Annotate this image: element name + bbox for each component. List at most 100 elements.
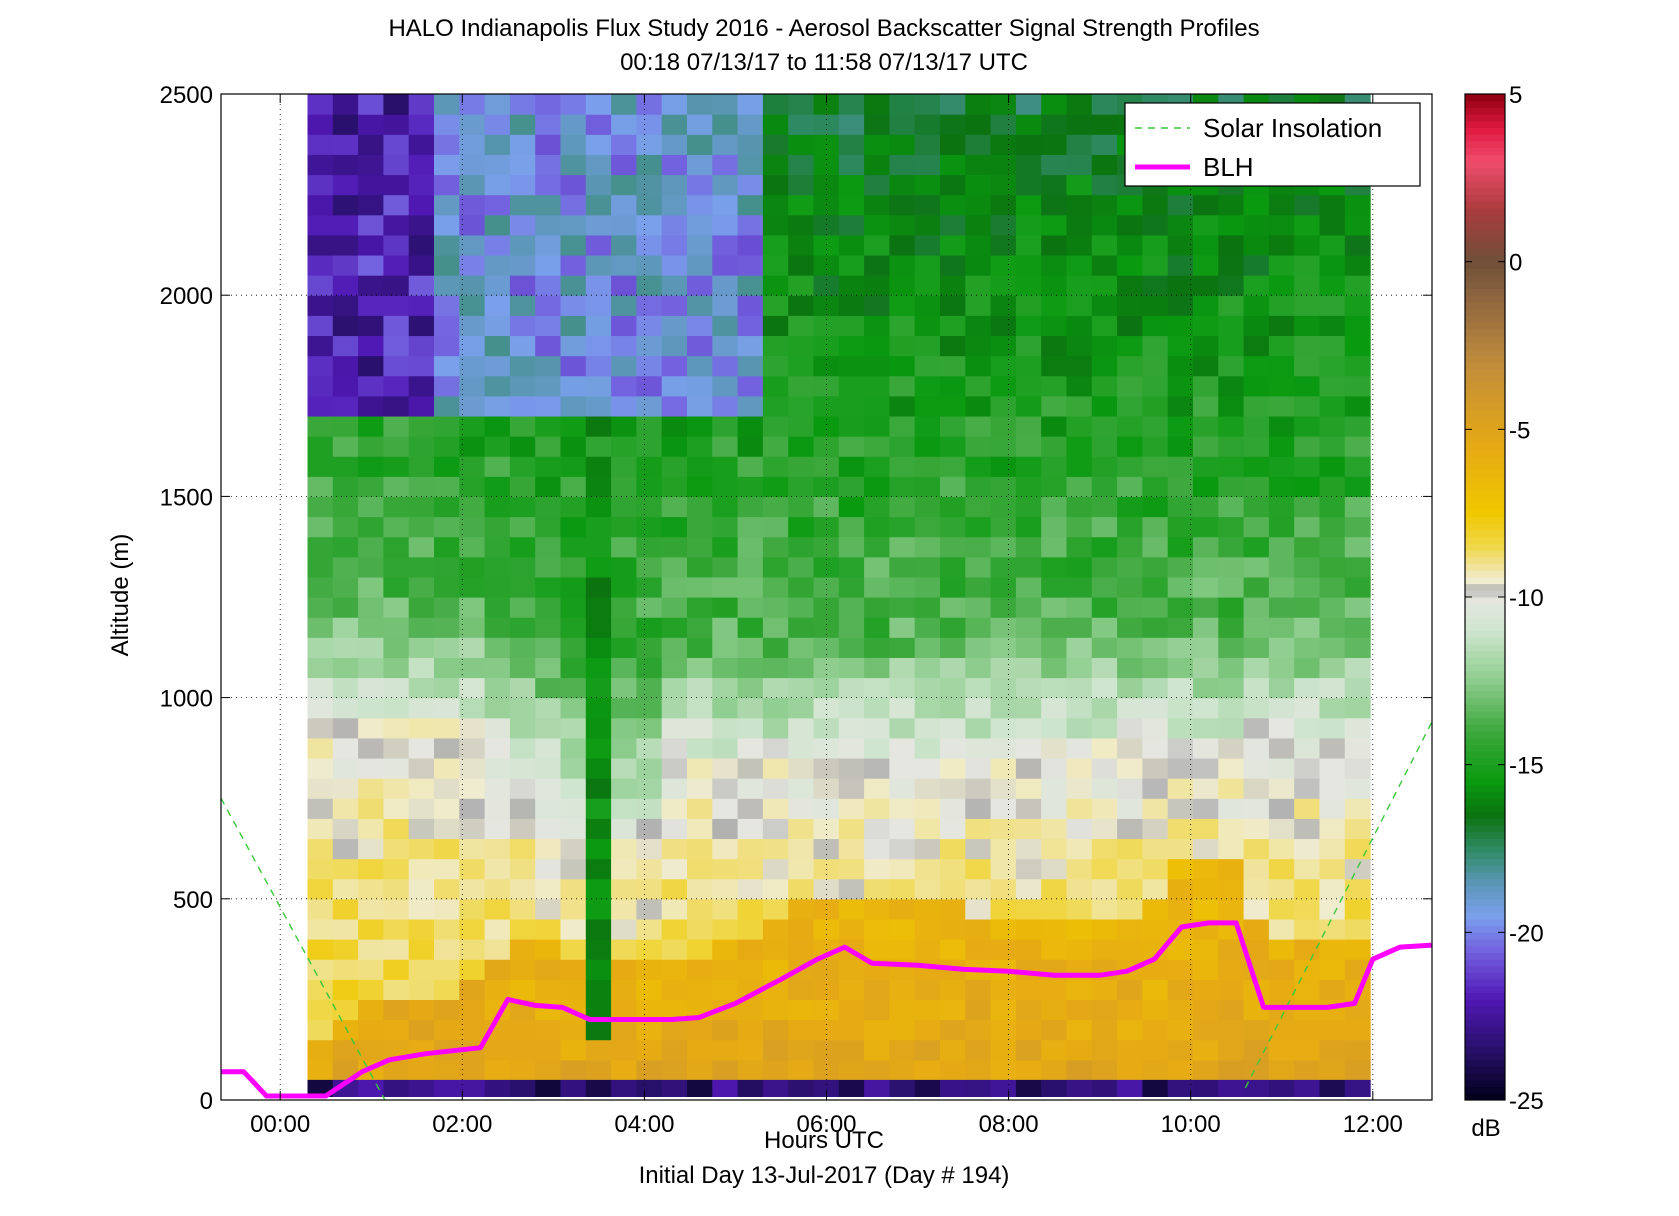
heatmap-cell [737, 114, 764, 135]
heatmap-cell [737, 355, 764, 377]
heatmap-cell [560, 757, 587, 779]
heatmap-cell [535, 818, 562, 840]
heatmap-cell [383, 375, 410, 397]
heatmap-cell [1192, 194, 1219, 216]
heatmap-cell [484, 194, 511, 216]
colorbar-segment [1465, 315, 1505, 323]
colorbar-segment [1465, 382, 1505, 390]
colorbar-segment [1465, 684, 1505, 692]
heatmap-cell [1268, 315, 1295, 337]
heatmap-cell [1015, 798, 1042, 819]
x-tick-label: 00:00 [250, 1111, 310, 1138]
heatmap-cell [864, 94, 890, 115]
heatmap-cell [434, 556, 460, 578]
heatmap-cell [611, 576, 637, 598]
heatmap-cell [1319, 395, 1346, 417]
colorbar-segment [1465, 348, 1505, 357]
heatmap-cell [889, 979, 916, 1000]
heatmap-cell [408, 778, 435, 799]
heatmap-cell [1167, 657, 1194, 679]
heatmap-cell [762, 1019, 789, 1041]
heatmap-cell [1167, 838, 1194, 860]
heatmap-cell [307, 898, 334, 920]
heatmap-cell [1015, 999, 1042, 1021]
heatmap-cell [661, 697, 688, 719]
heatmap-cell [484, 335, 511, 357]
heatmap-cell [1319, 617, 1346, 638]
colorbar-segment [1465, 999, 1505, 1007]
heatmap-cell [914, 576, 941, 598]
heatmap-cell [1319, 597, 1346, 618]
heatmap-cell [889, 194, 916, 216]
heatmap-cell [509, 858, 536, 880]
heatmap-cell [611, 254, 637, 276]
heatmap-cell [332, 496, 359, 518]
heatmap-cell [1294, 1079, 1321, 1097]
heatmap-cell [914, 476, 941, 497]
heatmap-cell [560, 415, 587, 437]
heatmap-cell [1319, 717, 1346, 739]
heatmap-cell [1192, 234, 1219, 256]
heatmap-cell [1268, 939, 1295, 960]
heatmap-cell [1142, 999, 1169, 1021]
heatmap-cell [383, 717, 410, 739]
heatmap-cell [585, 395, 612, 417]
heatmap-cell [1268, 697, 1295, 719]
heatmap-cell [737, 999, 764, 1021]
heatmap-cell [661, 476, 688, 497]
heatmap-cell [788, 536, 815, 558]
heatmap-cell [1117, 717, 1143, 739]
colorbar-segment [1465, 482, 1505, 491]
heatmap-cell [864, 939, 890, 960]
heatmap-cell [1243, 254, 1270, 276]
heatmap-cell [307, 979, 334, 1000]
heatmap-cell [535, 94, 562, 115]
heatmap-cell [1319, 234, 1346, 256]
heatmap-cell [358, 436, 384, 457]
heatmap-cell [332, 335, 359, 357]
heatmap-cell [1091, 1019, 1118, 1041]
colorbar-segment [1465, 563, 1505, 571]
heatmap-cell [788, 375, 815, 397]
heatmap-cell [1268, 878, 1295, 900]
heatmap-cell [459, 395, 486, 417]
heatmap-cell [408, 999, 435, 1021]
heatmap-cell [1294, 737, 1321, 759]
heatmap-cell [813, 395, 840, 417]
heatmap-cell [788, 295, 815, 316]
heatmap-cell [1218, 677, 1245, 699]
heatmap-cell [762, 335, 789, 357]
colorbar-segment [1465, 301, 1505, 310]
heatmap-cell [712, 335, 739, 357]
heatmap-cell [712, 315, 739, 337]
heatmap-cell [686, 234, 713, 256]
heatmap-cell [788, 556, 815, 578]
heatmap-cell [1192, 798, 1219, 819]
heatmap-cell [1294, 798, 1321, 819]
heatmap-cell [965, 516, 992, 538]
heatmap-cell [788, 979, 815, 1000]
colorbar-segment [1465, 415, 1505, 424]
heatmap-cell [408, 275, 435, 296]
heatmap-cell [1268, 1019, 1295, 1041]
heatmap-cell [408, 134, 435, 155]
heatmap-cell [332, 617, 359, 638]
colorbar-segment [1465, 281, 1505, 289]
heatmap-cell [611, 335, 637, 357]
heatmap-cell [889, 315, 916, 337]
heatmap-cell [1041, 979, 1068, 1000]
heatmap-cell [990, 818, 1017, 840]
heatmap-cell [1015, 657, 1042, 679]
heatmap-cell [1192, 355, 1219, 377]
heatmap-cell [686, 556, 713, 578]
heatmap-cell [1041, 597, 1068, 618]
heatmap-cell [762, 757, 789, 779]
heatmap-cell [383, 737, 410, 759]
heatmap-cell [1344, 717, 1371, 739]
heatmap-cell [864, 576, 890, 598]
heatmap-cell [1192, 1019, 1219, 1041]
heatmap-cell [459, 979, 486, 1000]
heatmap-cell [459, 375, 486, 397]
heatmap-cell [434, 878, 460, 900]
heatmap-cell [1066, 1019, 1093, 1041]
